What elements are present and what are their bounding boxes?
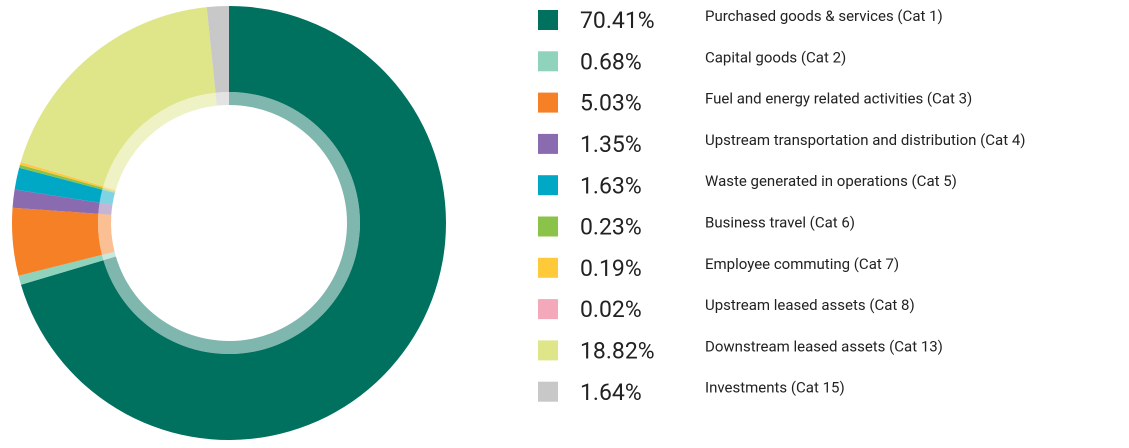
legend-value: 0.23%: [580, 214, 642, 241]
legend-swatch: [538, 10, 558, 30]
legend-label: Investments (Cat 15): [705, 379, 845, 397]
donut-inner-ring: [101, 251, 116, 261]
legend-label: Downstream leased assets (Cat 13): [705, 337, 943, 355]
legend-label: Fuel and energy related activities (Cat …: [705, 90, 972, 108]
donut-inner-ring: [103, 186, 116, 190]
legend-label: Upstream transportation and distribution…: [705, 131, 1025, 149]
donut-inner-ring: [102, 186, 116, 192]
legend-label: Waste generated in operations (Cat 5): [705, 172, 957, 190]
legend-swatch: [538, 133, 558, 154]
legend-label: Capital goods (Cat 2): [705, 48, 846, 66]
donut-slice: [206, 6, 229, 93]
legend-value: 0.68%: [580, 48, 642, 75]
legend-value: 1.35%: [580, 131, 642, 158]
donut-slice: [20, 7, 216, 187]
donut-inner-ring: [98, 202, 113, 215]
legend-value: 0.19%: [580, 255, 642, 282]
legend-swatch: [538, 216, 558, 237]
donut-slice: [11, 207, 102, 276]
legend-value: 70.41%: [580, 7, 655, 34]
donut-inner-ring: [98, 213, 115, 255]
donut-slice: [20, 161, 104, 187]
legend-value: 5.03%: [580, 90, 642, 117]
legend-value: 18.82%: [580, 337, 655, 364]
legend-swatch: [538, 175, 558, 196]
legend-swatch: [538, 257, 558, 278]
legend-value: 0.02%: [580, 296, 642, 323]
legend-value: 1.64%: [580, 379, 642, 406]
donut-inner-ring: [215, 92, 229, 106]
donut-inner-ring: [99, 189, 115, 205]
donut-inner-ring: [102, 187, 116, 193]
donut-inner-ring: [103, 92, 217, 190]
legend-swatch: [538, 92, 558, 113]
legend-label: Employee commuting (Cat 7): [705, 255, 899, 273]
legend-label: Business travel (Cat 6): [705, 213, 855, 231]
donut-slice: [14, 167, 103, 203]
donut-slice: [12, 189, 100, 214]
legend-swatch: [538, 381, 558, 402]
legend-swatch: [538, 299, 558, 320]
legend-label: Upstream leased assets (Cat 8): [705, 296, 915, 314]
donut-slice: [18, 254, 104, 285]
donut-slice: [20, 6, 446, 441]
legend-value: 1.63%: [580, 172, 642, 199]
legend-swatch: [538, 51, 558, 72]
legend-label: Purchased goods & services (Cat 1): [705, 7, 943, 25]
donut-slice: [19, 162, 104, 188]
legend-swatch: [538, 340, 558, 361]
donut-slice: [19, 164, 103, 190]
